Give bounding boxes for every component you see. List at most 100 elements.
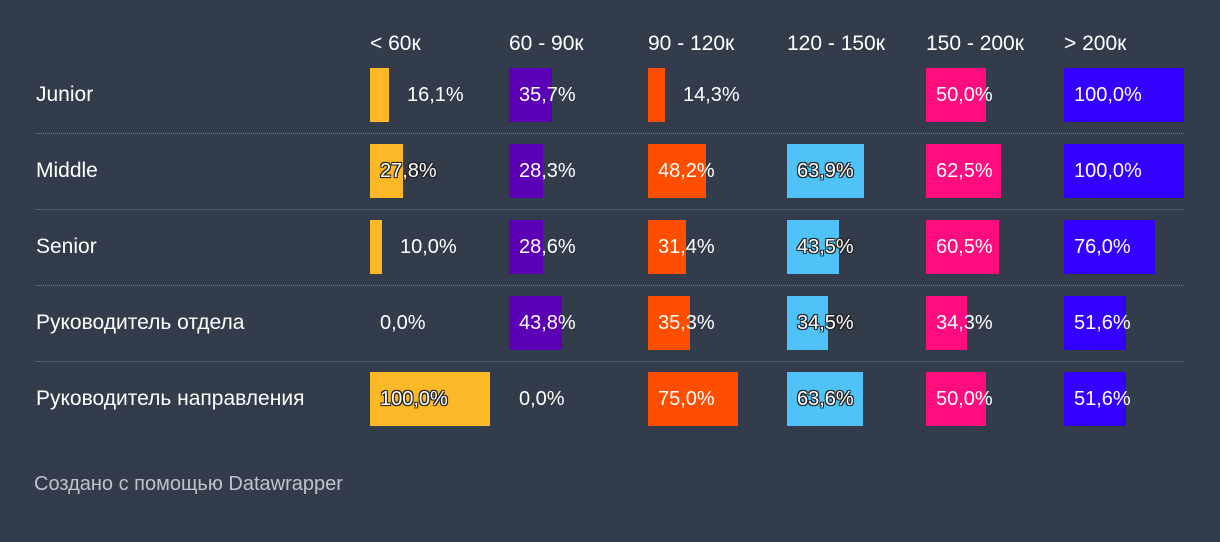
value-label: 50,0% [936, 84, 993, 106]
value-cell: 51,6% [1064, 372, 1184, 426]
row-label: Руководитель отдела [36, 311, 245, 334]
value-cell: 34,5% [787, 296, 907, 350]
value-bar [648, 372, 738, 426]
value-cell: 51,6% [1064, 296, 1184, 350]
value-bar [509, 68, 552, 122]
row-label: Senior [36, 235, 97, 258]
value-label: 63,6% [797, 388, 854, 410]
value-cell: 31,4% [648, 220, 768, 274]
value-cell: 27,8% [370, 144, 490, 198]
value-cell: 35,7% [509, 68, 629, 122]
value-label: 48,2% [658, 160, 715, 182]
row-divider [36, 285, 1184, 286]
table-row: Руководитель направления 100,0% 0,0% 75,0% 6… [36, 372, 1184, 448]
value-cell: 16,1% [370, 68, 490, 122]
value-bar [1064, 372, 1126, 426]
value-cell: 50,0% [926, 68, 1046, 122]
value-cell: 63,9% [787, 144, 907, 198]
value-cell: 28,3% [509, 144, 629, 198]
value-bar [370, 372, 490, 426]
value-label: 0,0% [519, 388, 565, 410]
column-header: > 200к [1064, 32, 1127, 55]
value-cell: 60,5% [926, 220, 1046, 274]
value-label: 100,0% [1074, 84, 1142, 106]
value-bar [509, 220, 543, 274]
value-bar [509, 144, 543, 198]
value-label: 27,8% [380, 160, 437, 182]
footer-credit: Создано с помощью Datawrapper [34, 473, 343, 495]
table-row: Middle 27,8% 28,3% 48,2% 63,9% 62,5% 100,0% [36, 144, 1184, 220]
value-label: 35,3% [658, 312, 715, 334]
value-bar [648, 220, 686, 274]
value-bar [648, 68, 665, 122]
row-divider [36, 133, 1184, 134]
value-bar [787, 296, 828, 350]
value-cell: 100,0% [1064, 144, 1184, 198]
value-bar [926, 68, 986, 122]
value-label: 51,6% [1074, 388, 1131, 410]
value-cell: 50,0% [926, 372, 1046, 426]
value-label: 31,4% [658, 236, 715, 258]
value-label: 100,0% [1074, 160, 1142, 182]
value-bar [926, 144, 1001, 198]
value-bar [509, 296, 562, 350]
value-cell: 0,0% [509, 372, 629, 426]
value-cell: 43,8% [509, 296, 629, 350]
value-label: 14,3% [683, 84, 740, 106]
value-cell: 100,0% [1064, 68, 1184, 122]
value-bar [926, 220, 999, 274]
value-label: 76,0% [1074, 236, 1131, 258]
value-bar [787, 220, 839, 274]
table-row: Senior 10,0% 28,6% 31,4% 43,5% 60,5% 76,0% [36, 220, 1184, 296]
row-divider [36, 209, 1184, 210]
value-cell: 43,5% [787, 220, 907, 274]
value-cell: 0,0% [370, 296, 490, 350]
value-label: 10,0% [400, 236, 457, 258]
value-cell: 62,5% [926, 144, 1046, 198]
value-cell [787, 68, 907, 122]
value-cell: 28,6% [509, 220, 629, 274]
value-bar [1064, 296, 1126, 350]
value-label: 34,5% [797, 312, 854, 334]
row-label: Junior [36, 83, 94, 106]
value-bar [648, 144, 706, 198]
row-divider [36, 361, 1184, 362]
value-label: 28,3% [519, 160, 576, 182]
value-bar [370, 144, 403, 198]
value-cell: 14,3% [648, 68, 768, 122]
value-cell: 10,0% [370, 220, 490, 274]
value-bar [926, 296, 967, 350]
value-bar [370, 220, 382, 274]
value-label: 34,3% [936, 312, 993, 334]
value-bar [648, 296, 690, 350]
value-label: 35,7% [519, 84, 576, 106]
table-row: Руководитель отдела 0,0% 43,8% 35,3% 34,5% 34… [36, 296, 1184, 372]
value-label: 63,9% [797, 160, 854, 182]
value-bar [370, 68, 389, 122]
value-bar [926, 372, 986, 426]
value-bar [1064, 144, 1184, 198]
row-label: Руководитель направления [36, 387, 305, 410]
value-label: 0,0% [380, 312, 426, 334]
value-cell: 48,2% [648, 144, 768, 198]
value-label: 51,6% [1074, 312, 1131, 334]
table-row: Junior 16,1% 35,7% 14,3% 50,0% 100,0% [36, 68, 1184, 144]
value-cell: 100,0% [370, 372, 490, 426]
value-cell: 76,0% [1064, 220, 1184, 274]
value-bar [787, 144, 864, 198]
column-header: 120 - 150к [787, 32, 885, 55]
value-label: 28,6% [519, 236, 576, 258]
value-label: 75,0% [658, 388, 715, 410]
value-label: 16,1% [407, 84, 464, 106]
value-label: 62,5% [936, 160, 993, 182]
value-bar [1064, 68, 1184, 122]
column-header: 150 - 200к [926, 32, 1024, 55]
value-cell: 34,3% [926, 296, 1046, 350]
value-label: 43,8% [519, 312, 576, 334]
column-header: < 60к [370, 32, 421, 55]
column-header: 60 - 90к [509, 32, 584, 55]
value-label: 100,0% [380, 388, 448, 410]
value-label: 50,0% [936, 388, 993, 410]
row-label: Middle [36, 159, 98, 182]
